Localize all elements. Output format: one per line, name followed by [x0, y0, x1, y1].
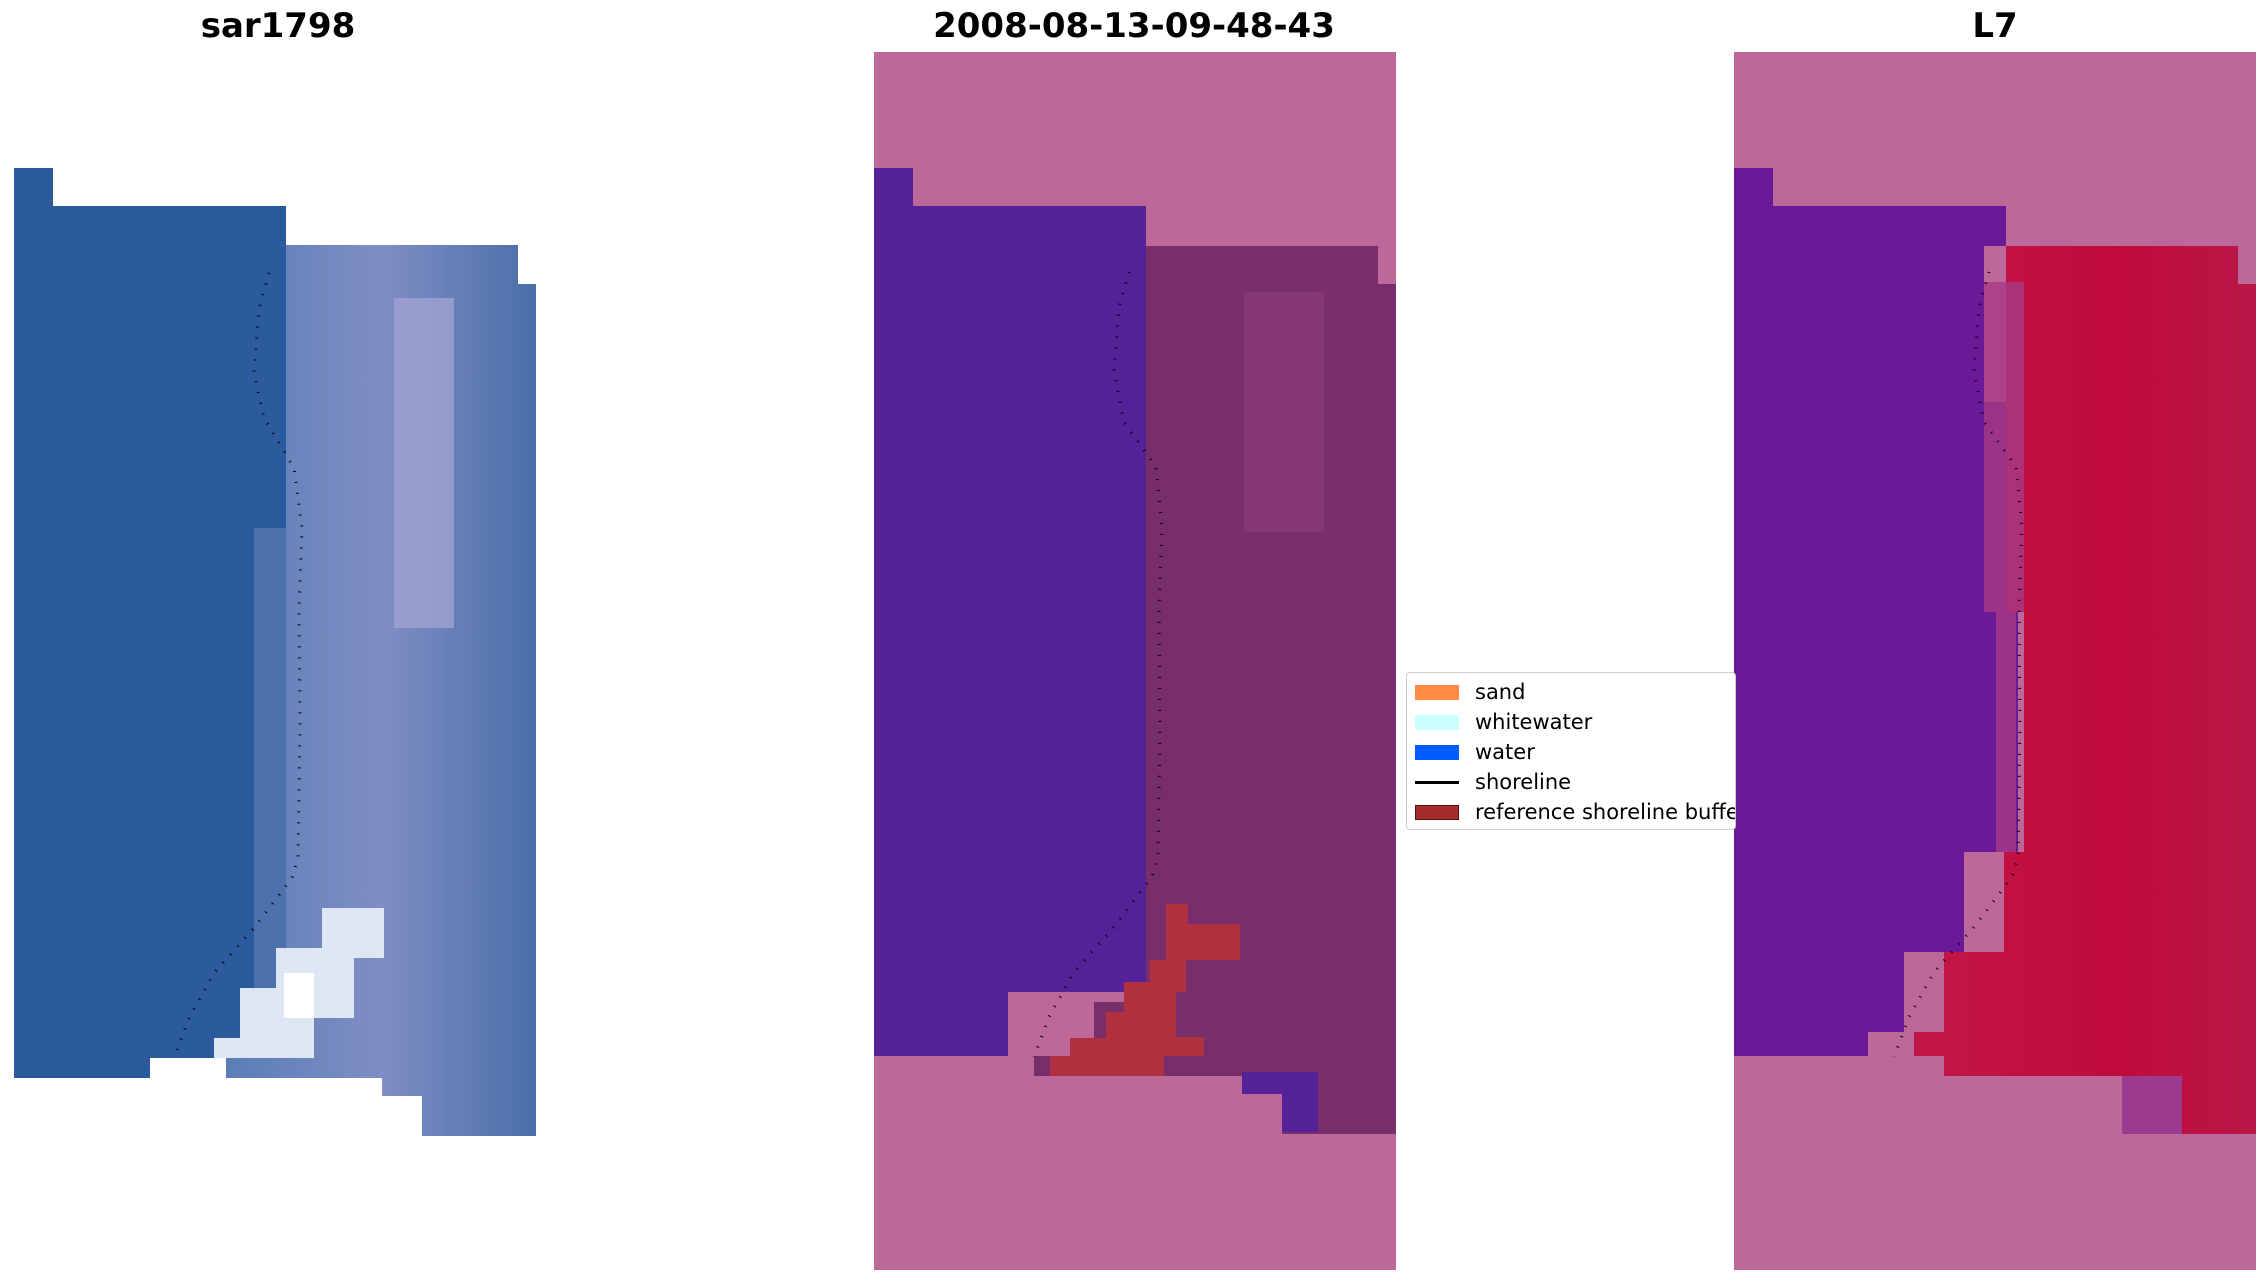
rgb-foam-core: [284, 973, 314, 1018]
classification-image: [874, 52, 1396, 1270]
legend-swatch-sand: [1415, 684, 1459, 700]
rgb-image: [14, 168, 536, 1136]
legend-label-sand: sand: [1475, 680, 1526, 704]
shoreline-class: [1032, 271, 1164, 1058]
rgb-bright-band: [394, 298, 454, 628]
legend-item-whitewater: whitewater: [1415, 708, 1592, 736]
legend: sand whitewater water shoreline referenc…: [1406, 672, 1736, 830]
legend-item-water: water: [1415, 738, 1535, 766]
rgb-water: [14, 168, 286, 1078]
index-positive: [1914, 246, 2256, 1134]
index-negative: [1734, 168, 2018, 1056]
class-buffer: [1050, 904, 1240, 1076]
legend-label-reference-buffer: reference shoreline buffer: [1475, 800, 1736, 824]
panel-title-index: L7: [1972, 6, 2018, 46]
legend-label-shoreline: shoreline: [1475, 770, 1572, 794]
classification-panel: [874, 52, 1396, 1270]
index-transition: [1984, 282, 2024, 852]
legend-swatch-whitewater: [1415, 714, 1459, 730]
rgb-surf-mid: [254, 528, 286, 1028]
index-transition-bottom: [2122, 1076, 2182, 1134]
l7-index-panel: [1734, 52, 2256, 1270]
shoreline-index: [1892, 271, 2024, 1058]
legend-label-whitewater: whitewater: [1475, 710, 1593, 734]
legend-item-shoreline: shoreline: [1415, 768, 1571, 796]
rgb-image-panel: [14, 168, 538, 1136]
legend-swatch-reference-buffer: [1415, 804, 1459, 820]
legend-item-sand: sand: [1415, 678, 1525, 706]
class-surf-highlight: [1244, 292, 1324, 532]
l7-index-image: [1734, 52, 2256, 1270]
class-water: [874, 168, 1164, 1056]
legend-swatch-shoreline: [1415, 780, 1459, 784]
rgb-surf-zone: [226, 245, 536, 1136]
class-water-bottom: [1242, 1072, 1318, 1132]
legend-item-reference-buffer: reference shoreline buffer: [1415, 798, 1736, 826]
panel-title-rgb: sar1798: [200, 6, 356, 46]
legend-label-water: water: [1475, 740, 1535, 764]
legend-swatch-water: [1415, 744, 1459, 760]
panel-title-classification: 2008-08-13-09-48-43: [933, 6, 1335, 46]
